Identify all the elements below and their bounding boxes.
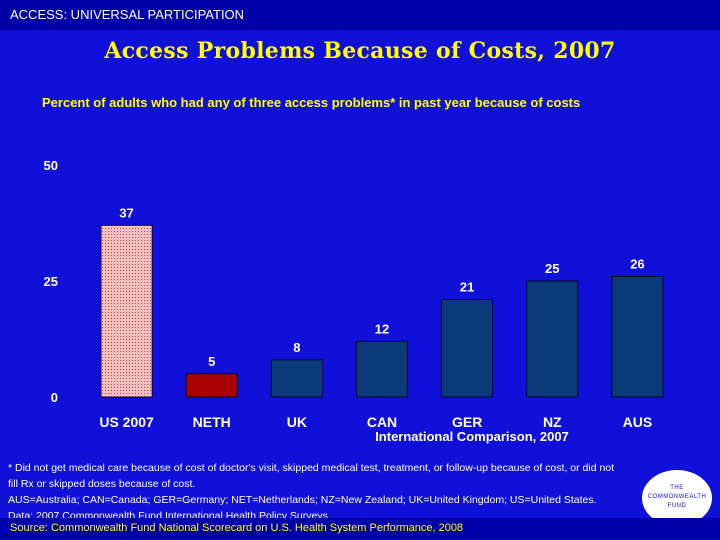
- data-label: 26: [630, 256, 644, 271]
- bar-neth: [185, 373, 238, 398]
- bar-nz: [526, 280, 579, 398]
- footnote-line: * Did not get medical care because of co…: [8, 462, 615, 474]
- x-tick-label: NETH: [193, 414, 231, 430]
- y-tick-label: 0: [51, 390, 58, 405]
- source-text: Source: Commonwealth Fund National Score…: [10, 522, 464, 534]
- x-axis-label: International Comparison, 2007: [375, 429, 569, 444]
- x-tick-label: CAN: [367, 414, 397, 430]
- y-tick-label: 25: [44, 274, 58, 289]
- logo-line: THE: [670, 485, 684, 491]
- bar-chart: 37 5 8 12 21 25 26 US 2007 NETH UK CAN GER NZ AUS 0 25…: [44, 158, 664, 444]
- footnote-line: AUS=Australia; CAN=Canada; GER=Germany; …: [8, 494, 597, 506]
- data-label: 21: [460, 280, 474, 295]
- data-label: 37: [119, 205, 133, 220]
- chart-subtitle: Percent of adults who had any of three a…: [42, 95, 581, 110]
- chart-title: Access Problems Because of Costs, 2007: [104, 38, 616, 64]
- x-tick-label: US 2007: [99, 414, 154, 430]
- y-tick-label: 50: [44, 158, 58, 173]
- footnote-line: fill Rx or skipped doses because of cost…: [8, 478, 196, 490]
- logo-line: FUND: [667, 503, 687, 509]
- x-tick-label: NZ: [543, 414, 562, 430]
- x-tick-label: UK: [287, 414, 307, 430]
- x-tick-label: AUS: [623, 414, 653, 430]
- source-bar: Source: Commonwealth Fund National Score…: [0, 518, 720, 540]
- bar-can: [356, 340, 408, 398]
- bar-us-2007: [100, 224, 153, 398]
- logo-line: COMMONWEALTH: [647, 494, 707, 500]
- data-label: 8: [293, 340, 300, 355]
- footnote: * Did not get medical care because of co…: [8, 460, 708, 524]
- section-label: ACCESS: UNIVERSAL PARTICIPATION: [10, 7, 245, 22]
- bar-ger: [441, 299, 494, 398]
- data-label: 5: [208, 354, 215, 369]
- header-bar: ACCESS: UNIVERSAL PARTICIPATION: [0, 0, 720, 30]
- data-label: 25: [545, 261, 559, 276]
- bar-aus: [611, 275, 664, 398]
- bar-uk: [270, 359, 323, 398]
- commonwealth-fund-logo: THE COMMONWEALTH FUND: [642, 470, 712, 526]
- x-tick-label: GER: [452, 414, 482, 430]
- data-label: 12: [375, 321, 389, 336]
